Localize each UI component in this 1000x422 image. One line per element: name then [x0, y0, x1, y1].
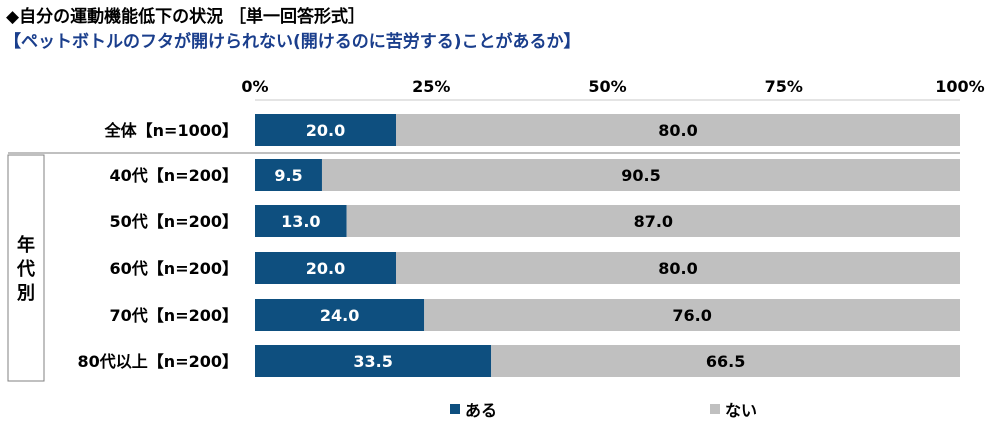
bar-segment — [396, 114, 960, 146]
bar-segment — [255, 205, 347, 237]
x-tick-label: 75% — [765, 77, 803, 96]
chart-title: ◆自分の運動機能低下の状況 ［単一回答形式］ — [6, 7, 365, 27]
category-label: 40代【n=200】 — [110, 166, 238, 185]
data-label: 66.5 — [706, 352, 745, 371]
legend-swatch-aru — [450, 404, 460, 414]
data-label: 90.5 — [621, 166, 660, 185]
x-tick-label: 25% — [412, 77, 450, 96]
bar-segment — [255, 345, 492, 377]
data-label: 24.0 — [320, 306, 359, 325]
legend-swatch-nai — [710, 404, 720, 414]
legend-label-aru: ある — [465, 401, 498, 420]
group-label-char: 年 — [17, 234, 35, 256]
data-label: 87.0 — [634, 212, 673, 231]
category-label: 全体【n=1000】 — [104, 121, 238, 140]
data-label: 9.5 — [274, 166, 302, 185]
category-label: 70代【n=200】 — [110, 306, 238, 325]
data-label: 80.0 — [658, 121, 697, 140]
legend-item-nai: ない — [710, 397, 757, 421]
bar-segment — [346, 205, 960, 237]
category-label: 50代【n=200】 — [110, 212, 238, 231]
bar-segment — [396, 252, 960, 284]
data-label: 76.0 — [672, 306, 711, 325]
bar-segment — [424, 299, 960, 331]
category-label: 80代以上【n=200】 — [78, 352, 238, 371]
chart-subtitle: 【ペットボトルのフタが開けられない(開けるのに苦労する)ことがあるか】 — [4, 32, 581, 52]
data-label: 33.5 — [353, 352, 392, 371]
x-tick-label: 0% — [241, 77, 268, 96]
data-label: 20.0 — [306, 259, 345, 278]
group-label-char: 別 — [17, 283, 35, 304]
legend-label-nai: ない — [725, 401, 758, 420]
data-label: 13.0 — [281, 212, 320, 231]
x-tick-label: 50% — [588, 77, 626, 96]
legend-item-aru: ある — [450, 397, 497, 421]
bar-segment — [255, 114, 396, 146]
bar-segment — [255, 252, 396, 284]
x-tick-label: 100% — [935, 77, 984, 96]
category-label: 60代【n=200】 — [110, 259, 238, 278]
bar-segment — [255, 159, 322, 191]
group-box — [7, 154, 45, 382]
bar-segment — [321, 159, 961, 191]
data-label: 80.0 — [658, 259, 697, 278]
bar-segment — [491, 345, 960, 377]
group-label-char: 代 — [16, 259, 35, 280]
data-label: 20.0 — [306, 121, 345, 140]
bar-segment — [255, 299, 425, 331]
